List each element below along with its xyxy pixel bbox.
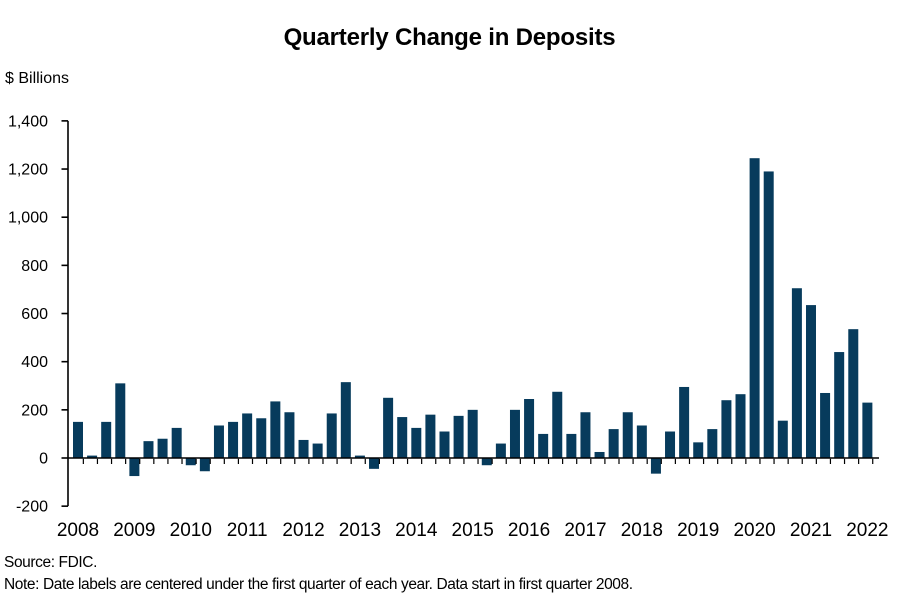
year-label: 2016 xyxy=(508,520,550,541)
bar xyxy=(312,443,323,458)
bar xyxy=(580,412,591,458)
bar xyxy=(566,433,577,458)
source-text: Source: FDIC. xyxy=(4,554,97,571)
bar xyxy=(679,386,690,458)
bar xyxy=(509,409,520,458)
bar xyxy=(270,401,281,458)
y-tick-label: 200 xyxy=(21,402,48,419)
bar xyxy=(326,413,337,458)
bar xyxy=(298,439,309,458)
bar xyxy=(157,438,168,458)
bar xyxy=(171,427,182,458)
y-tick-label: 1,200 xyxy=(8,162,48,179)
bar xyxy=(453,415,464,458)
bar xyxy=(185,458,196,466)
y-tick-label: 0 xyxy=(39,451,48,468)
bar xyxy=(354,455,365,458)
y-tick-label: 1,000 xyxy=(8,210,48,227)
x-axis-labels: 2008 2009 2010 2011 2012 2013 2014 2015 2016 2017… xyxy=(57,520,889,541)
bar xyxy=(73,421,83,458)
bar xyxy=(425,414,436,458)
bar xyxy=(87,455,98,458)
y-tick-label: 400 xyxy=(21,354,48,371)
year-label: 2021 xyxy=(790,520,832,541)
year-label: 2020 xyxy=(733,520,775,541)
bar xyxy=(369,458,380,469)
bar xyxy=(665,431,676,458)
y-axis: -200 0 200 400 600 800 1,000 1,200 1,400 xyxy=(8,113,69,516)
bar xyxy=(834,352,845,458)
bars xyxy=(73,158,873,477)
bar xyxy=(213,425,224,458)
y-tick-label: 1,400 xyxy=(8,113,48,130)
year-label: 2012 xyxy=(282,520,324,541)
bar xyxy=(115,383,126,458)
bar xyxy=(467,409,478,458)
chart-title: Quarterly Change in Deposits xyxy=(283,24,616,51)
bar xyxy=(735,394,746,458)
year-label: 2019 xyxy=(677,520,719,541)
bar xyxy=(608,429,619,458)
y-axis-units-label: $ Billions xyxy=(5,70,70,87)
year-label: 2022 xyxy=(846,520,888,541)
bar xyxy=(721,400,732,458)
bar xyxy=(383,397,394,458)
bar xyxy=(256,418,267,458)
bar xyxy=(439,431,450,458)
bar xyxy=(495,443,506,458)
bar xyxy=(552,391,563,458)
bar xyxy=(862,402,873,458)
bar xyxy=(340,382,351,458)
bar xyxy=(650,458,661,474)
y-tick-label: 800 xyxy=(21,258,48,275)
bar xyxy=(411,427,422,458)
bar xyxy=(524,399,535,458)
note-text: Note: Date labels are centered under the… xyxy=(4,576,633,593)
bar xyxy=(594,451,605,458)
bar xyxy=(538,433,549,458)
year-label: 2011 xyxy=(227,520,268,541)
bar xyxy=(228,421,239,458)
bar xyxy=(101,421,112,458)
y-tick-label: 600 xyxy=(21,306,48,323)
year-label: 2008 xyxy=(57,520,99,541)
bar xyxy=(749,158,760,459)
bar xyxy=(791,288,802,458)
bar xyxy=(199,458,210,472)
bar xyxy=(848,329,859,458)
year-label: 2010 xyxy=(170,520,212,541)
year-label: 2015 xyxy=(452,520,494,541)
bar xyxy=(397,417,408,458)
y-tick-label: -200 xyxy=(16,499,48,516)
bar xyxy=(284,412,295,458)
bar xyxy=(622,412,633,458)
bar xyxy=(763,171,774,458)
x-ticks xyxy=(82,458,874,464)
bar xyxy=(693,442,704,458)
bar xyxy=(143,441,154,458)
bar xyxy=(481,458,492,466)
bar xyxy=(129,458,140,477)
bar xyxy=(636,425,647,458)
year-label: 2009 xyxy=(113,520,155,541)
bar xyxy=(805,305,816,458)
year-label: 2017 xyxy=(564,520,606,541)
bar xyxy=(820,392,831,458)
bar xyxy=(707,429,718,458)
year-label: 2018 xyxy=(621,520,663,541)
year-label: 2013 xyxy=(339,520,381,541)
bar xyxy=(777,420,788,458)
year-label: 2014 xyxy=(395,520,438,541)
bar xyxy=(242,413,253,458)
